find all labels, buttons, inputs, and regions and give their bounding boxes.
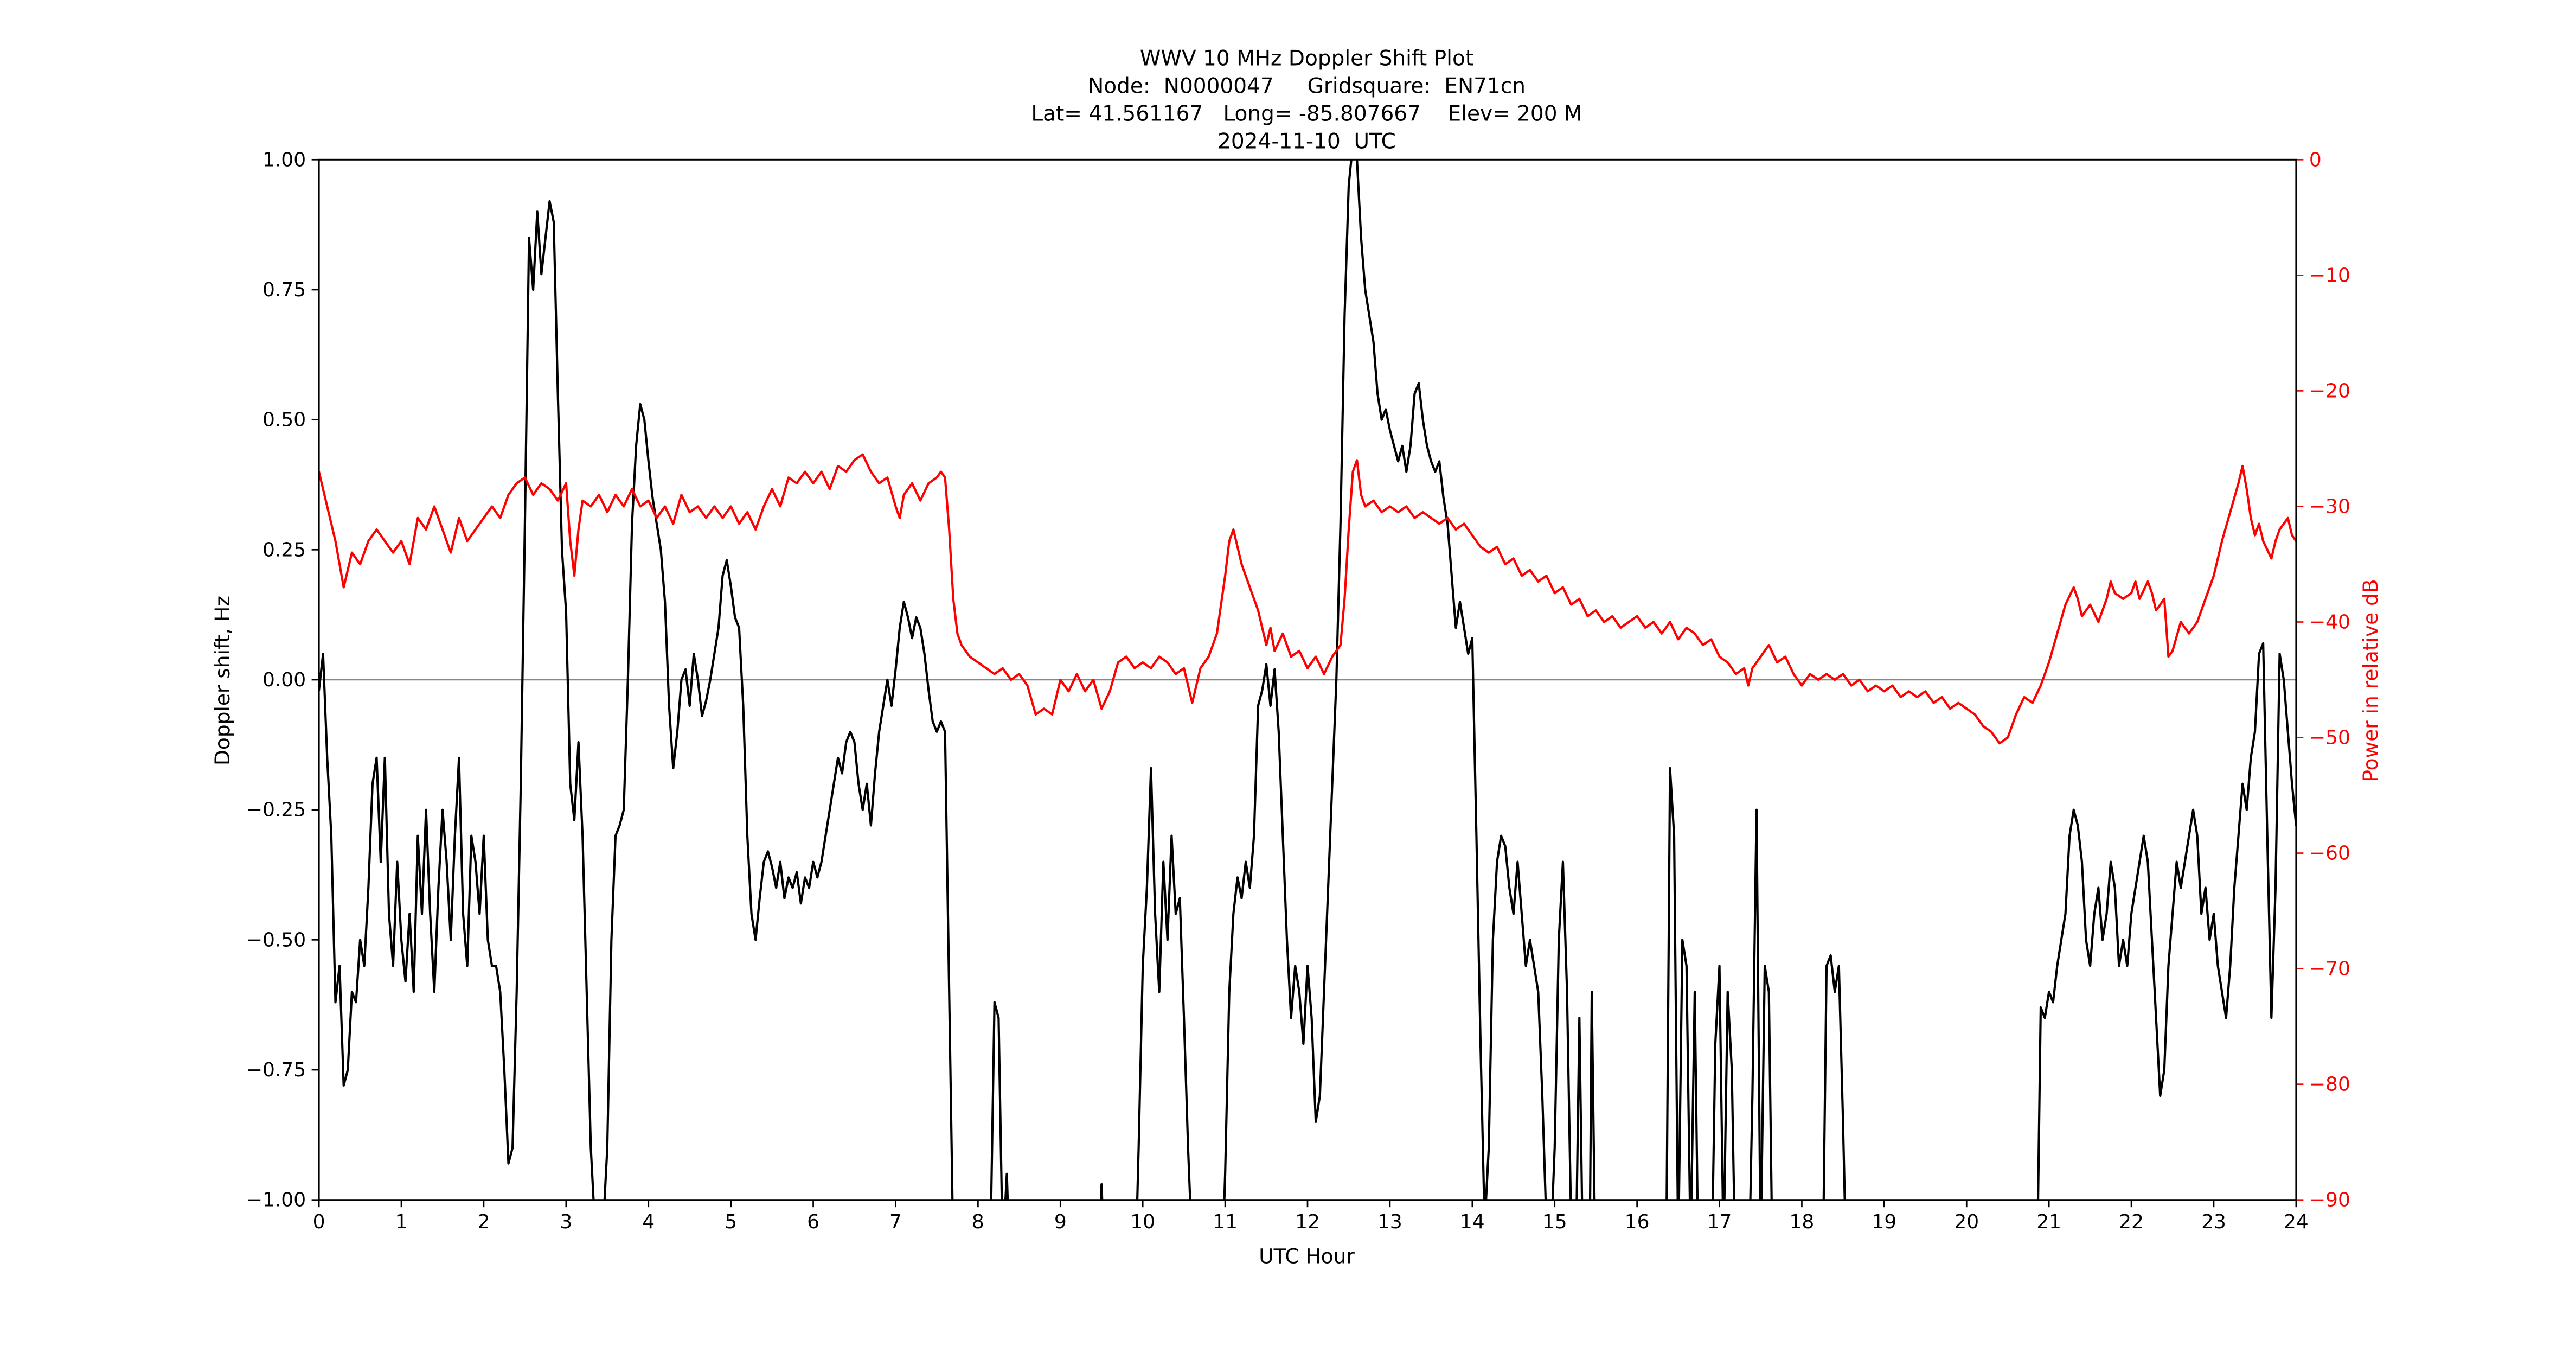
- chart-subtitle-3: 2024-11-10 UTC: [1217, 129, 1396, 154]
- x-tick-label: 4: [642, 1211, 655, 1233]
- chart-title: WWV 10 MHz Doppler Shift Plot: [1140, 46, 1473, 71]
- x-tick-label: 21: [2036, 1211, 2061, 1233]
- y-right-tick-label: −40: [2309, 611, 2350, 633]
- axes-layer: 0 1 2 3 4 5 6 7 8 9 10 11 12 13 14 15 16 17 18 19 20 21 22 23 24…: [246, 149, 2350, 1233]
- x-axis-label: UTC Hour: [1259, 1245, 1355, 1268]
- x-tick-label: 22: [2119, 1211, 2144, 1233]
- x-tick-label: 23: [2201, 1211, 2226, 1233]
- y-right-tick-label: −70: [2309, 958, 2350, 980]
- y-left-tick-label: −0.75: [246, 1059, 306, 1081]
- y-right-tick-label: 0: [2309, 149, 2322, 171]
- y-left-tick-label: 0.00: [262, 669, 306, 691]
- chart-subtitle-1: Node: N0000047 Gridsquare: EN71cn: [1088, 74, 1526, 98]
- x-tick-label: 0: [313, 1211, 325, 1233]
- power-series-line: [319, 453, 2296, 745]
- y-axis-label-right: Power in relative dB: [2359, 579, 2382, 782]
- x-tick-label: 10: [1130, 1211, 1155, 1233]
- y-left-tick-label: −0.50: [246, 929, 306, 951]
- x-tick-label: 20: [1954, 1211, 1979, 1233]
- x-tick-label: 19: [1872, 1211, 1896, 1233]
- y-left-tick-label: 0.75: [262, 279, 306, 301]
- x-tick-label: 15: [1542, 1211, 1567, 1233]
- y-left-tick-label: −1.00: [246, 1189, 306, 1211]
- x-tick-label: 7: [889, 1211, 902, 1233]
- x-tick-label: 1: [395, 1211, 408, 1233]
- x-tick-label: 16: [1625, 1211, 1650, 1233]
- x-tick-label: 9: [1054, 1211, 1067, 1233]
- x-tick-label: 2: [477, 1211, 490, 1233]
- x-tick-label: 3: [560, 1211, 572, 1233]
- y-right-tick-label: −30: [2309, 495, 2350, 518]
- x-tick-label: 13: [1377, 1211, 1402, 1233]
- y-left-tick-label: 0.50: [262, 409, 306, 431]
- y-left-tick-label: 0.25: [262, 539, 306, 561]
- y-right-tick-label: −10: [2309, 264, 2350, 286]
- y-axis-label-left: Doppler shift, Hz: [210, 596, 234, 765]
- y-right-tick-label: −20: [2309, 380, 2350, 402]
- y-right-tick-label: −90: [2309, 1189, 2350, 1211]
- y-left-tick-label: −0.25: [246, 799, 306, 821]
- doppler-series-line: [319, 159, 2296, 1200]
- y-right-tick-label: −60: [2309, 843, 2350, 865]
- y-left-tick-label: 1.00: [262, 149, 306, 171]
- x-tick-label: 18: [1790, 1211, 1815, 1233]
- x-tick-label: 5: [725, 1211, 737, 1233]
- x-tick-label: 14: [1460, 1211, 1485, 1233]
- y-right-tick-label: −80: [2309, 1074, 2350, 1096]
- x-tick-label: 12: [1295, 1211, 1320, 1233]
- y-right-tick-label: −50: [2309, 727, 2350, 749]
- axes-frame: [318, 158, 2297, 1201]
- x-tick-label: 17: [1707, 1211, 1732, 1233]
- x-tick-label: 24: [2284, 1211, 2309, 1233]
- x-tick-label: 11: [1213, 1211, 1238, 1233]
- x-tick-label: 6: [807, 1211, 819, 1233]
- x-tick-label: 8: [972, 1211, 984, 1233]
- chart-subtitle-2: Lat= 41.561167 Long= -85.807667 Elev= 20…: [1031, 101, 1582, 126]
